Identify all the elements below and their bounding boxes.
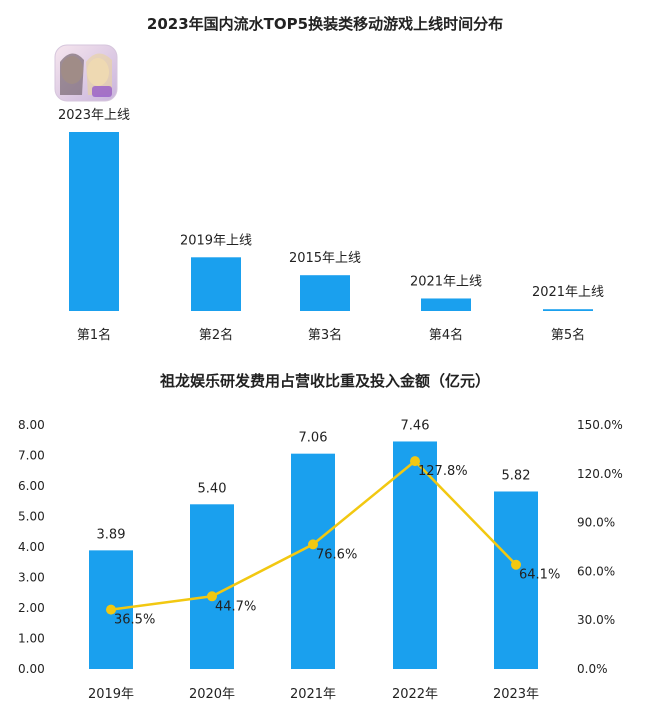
year-label-4: 2022年 (392, 687, 438, 702)
rd-bar-value-1: 3.89 (97, 527, 126, 542)
ratio-point-1 (106, 604, 116, 615)
left-axis-tick: 3.00 (18, 571, 45, 585)
ratio-label-2: 44.7% (215, 599, 256, 614)
year-label-2: 2020年 (189, 687, 235, 702)
ratio-point-5 (511, 559, 521, 570)
ratio-label-5: 64.1% (519, 568, 560, 583)
bar-label-5: 2021年上线 (532, 285, 604, 300)
ratio-label-1: 36.5% (114, 613, 155, 628)
bar-3 (300, 275, 350, 311)
category-label-5: 第5名 (551, 327, 585, 343)
bar-label-4: 2021年上线 (410, 274, 482, 289)
year-label-3: 2021年 (290, 687, 336, 702)
right-axis-tick: 60.0% (577, 564, 615, 578)
game-app-icon (54, 44, 118, 102)
rd-bar-value-3: 7.06 (299, 431, 328, 446)
chart1-title: 2023年国内流水TOP5换装类移动游戏上线时间分布 (147, 15, 503, 33)
bar-label-3: 2015年上线 (289, 251, 361, 266)
left-axis-tick: 1.00 (18, 632, 45, 646)
left-axis-tick: 8.00 (18, 418, 45, 432)
chart-top5-launch-time: 2023年国内流水TOP5换装类移动游戏上线时间分布 2023年上线 2019年上… (54, 15, 604, 343)
year-label-1: 2019年 (88, 687, 134, 702)
ratio-label-4: 127.8% (418, 464, 468, 479)
rd-bar-5 (494, 491, 538, 669)
bar-5 (543, 309, 593, 311)
chart-rd-expense: 祖龙娱乐研发费用占营收比重及投入金额（亿元） 0.00 1.00 2.00 3.00 4… (18, 372, 623, 702)
rd-bar-2 (190, 504, 234, 669)
left-axis-tick: 7.00 (18, 449, 45, 463)
bar-label-2: 2019年上线 (180, 233, 252, 248)
bar-4 (421, 298, 471, 311)
rd-bar-value-2: 5.40 (198, 481, 227, 496)
category-label-2: 第2名 (199, 327, 233, 343)
left-axis-tick: 4.00 (18, 540, 45, 554)
category-label-1: 第1名 (77, 327, 111, 343)
bar-label-1: 2023年上线 (58, 108, 130, 123)
rd-bar-4 (393, 441, 437, 669)
ratio-point-4 (410, 456, 420, 467)
ratio-point-3 (308, 539, 318, 550)
rd-bar-value-5: 5.82 (502, 468, 531, 483)
right-axis-tick: 150.0% (577, 418, 623, 432)
left-axis-tick: 2.00 (18, 601, 45, 615)
category-label-4: 第4名 (429, 327, 463, 343)
left-axis-tick: 0.00 (18, 662, 45, 676)
bar-1 (69, 132, 119, 311)
rd-bar-value-4: 7.46 (401, 418, 430, 433)
left-axis-tick: 6.00 (18, 479, 45, 493)
right-axis-tick: 90.0% (577, 516, 615, 530)
ratio-point-2 (207, 591, 217, 602)
rd-bar-3 (291, 453, 335, 669)
right-axis-tick: 30.0% (577, 613, 615, 627)
category-label-3: 第3名 (308, 327, 342, 343)
ratio-label-3: 76.6% (316, 547, 357, 562)
bar-2 (191, 257, 241, 311)
left-axis-tick: 5.00 (18, 510, 45, 524)
right-axis-tick: 120.0% (577, 467, 623, 481)
year-label-5: 2023年 (493, 687, 539, 702)
right-axis-tick: 0.0% (577, 662, 608, 676)
chart2-title: 祖龙娱乐研发费用占营收比重及投入金额（亿元） (159, 372, 490, 390)
